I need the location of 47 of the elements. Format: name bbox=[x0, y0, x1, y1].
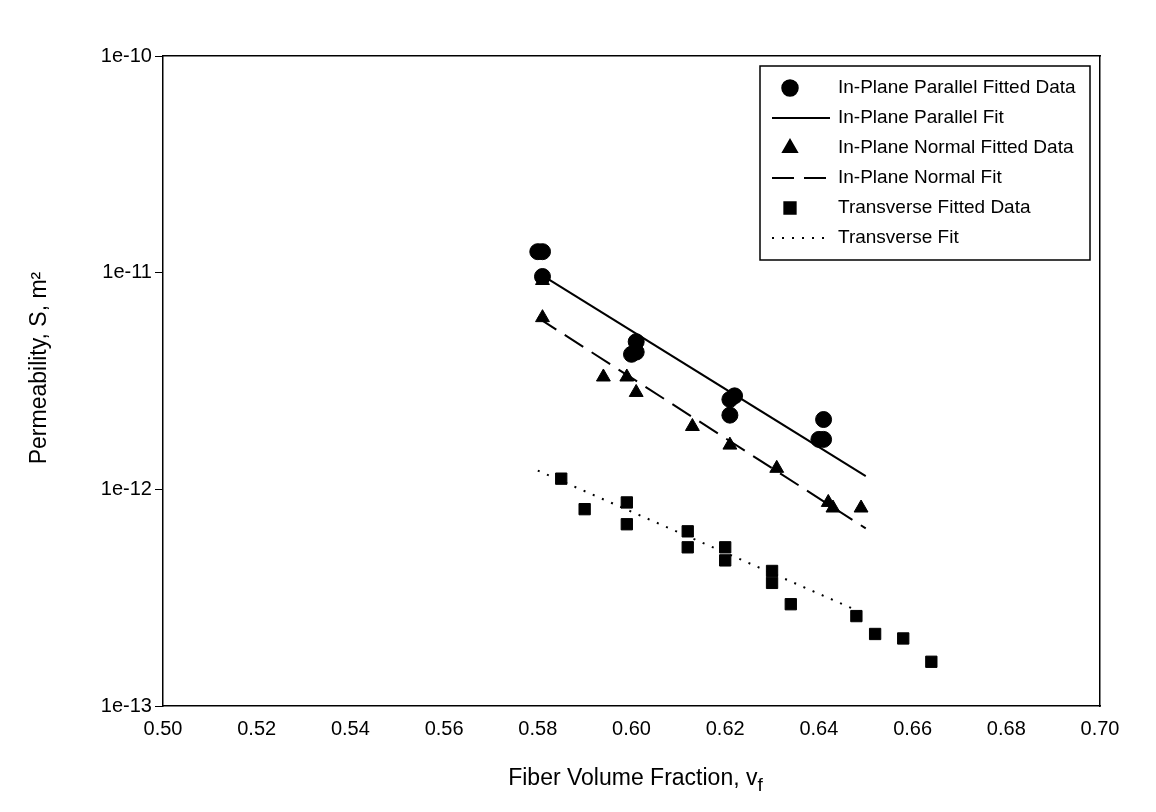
point bbox=[578, 503, 591, 516]
x-tick-label: 0.56 bbox=[424, 716, 464, 739]
point bbox=[853, 499, 869, 513]
point bbox=[765, 564, 779, 578]
point bbox=[825, 499, 841, 513]
point bbox=[620, 518, 633, 531]
y-tick-label: 1e-13 bbox=[100, 693, 152, 716]
point bbox=[726, 387, 744, 405]
point bbox=[765, 576, 779, 590]
x-tick-label: 0.52 bbox=[237, 716, 277, 739]
x-tick-label: 0.60 bbox=[612, 716, 651, 739]
legend-label: In-Plane Parallel Fit bbox=[838, 106, 1005, 128]
x-tick-label: 0.64 bbox=[799, 716, 839, 739]
point bbox=[535, 309, 550, 323]
point bbox=[620, 496, 633, 509]
point bbox=[925, 655, 938, 668]
point bbox=[555, 472, 568, 485]
point bbox=[681, 525, 694, 538]
point bbox=[784, 598, 797, 611]
legend-label: In-Plane Normal Fit bbox=[838, 166, 1003, 188]
point bbox=[719, 541, 732, 554]
point bbox=[619, 368, 635, 382]
x-tick-label: 0.70 bbox=[1080, 716, 1120, 739]
point bbox=[850, 609, 863, 623]
point bbox=[897, 632, 910, 645]
legend-label: In-Plane Parallel Fitted Data bbox=[838, 76, 1077, 98]
point bbox=[721, 406, 739, 424]
x-tick-label: 0.62 bbox=[705, 716, 745, 739]
y-tick-label: 1e-12 bbox=[100, 476, 152, 499]
point bbox=[681, 541, 694, 554]
point bbox=[815, 411, 833, 429]
x-axis-title: Fiber Volume Fraction, v$_{f}$ bbox=[507, 764, 764, 796]
point bbox=[722, 436, 738, 450]
x-tick-label: 0.50 bbox=[143, 716, 183, 739]
point bbox=[595, 368, 611, 382]
legend-label: Transverse Fit bbox=[838, 226, 960, 248]
x-tick-label: 0.58 bbox=[518, 716, 558, 739]
point bbox=[719, 554, 732, 567]
y-tick-label: 1e-11 bbox=[102, 260, 152, 283]
y-axis-title: Permeability, S, m² bbox=[24, 271, 52, 465]
x-tick-label: 0.54 bbox=[330, 716, 370, 739]
legend-label: Transverse Fitted Data bbox=[838, 196, 1031, 218]
point bbox=[868, 627, 882, 641]
x-tick-label: 0.68 bbox=[986, 716, 1026, 739]
legend-label: In-Plane Normal Fitted Data bbox=[838, 136, 1074, 158]
x-tick-label: 0.66 bbox=[893, 716, 933, 739]
y-tick-label: 1e-10 bbox=[100, 43, 152, 66]
